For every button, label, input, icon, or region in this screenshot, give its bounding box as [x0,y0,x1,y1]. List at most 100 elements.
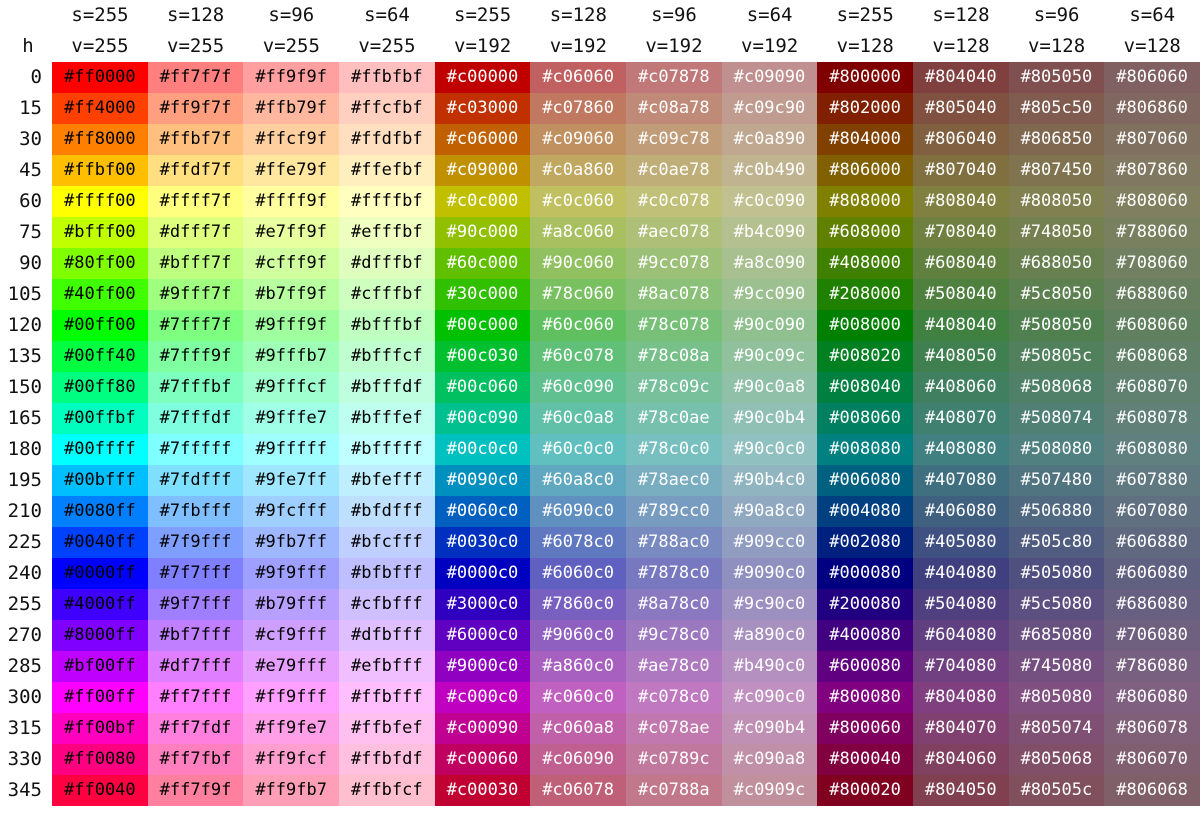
color-swatch: #9000c0 [434,651,531,682]
value-label: v=128 [1027,35,1086,57]
color-swatch: #40ff00 [52,279,148,310]
color-swatch: #50805c [1008,341,1105,372]
color-swatch: #807860 [1104,155,1200,186]
color-swatch: #ff0080 [52,744,148,775]
color-swatch: #408000 [817,248,913,279]
color-swatch: #0000ff [52,558,148,589]
color-swatch: #7860c0 [530,589,626,620]
color-swatch: #bfffdf [338,372,435,403]
hue-label: 315 [7,717,42,739]
color-swatch: #ff7fdf [147,713,244,744]
color-swatch: #508040 [912,279,1009,310]
color-swatch: #78c0ae [625,403,722,434]
color-swatch: #ff00ff [52,682,148,713]
color-swatch: #ff4000 [52,93,148,124]
color-swatch: #c00090 [434,713,531,744]
color-swatch: #ffcf9f [243,124,339,155]
color-swatch: #ffbfff [338,682,435,713]
color-swatch: #704080 [912,651,1009,682]
color-swatch: #ffff9f [243,186,339,217]
color-swatch: #7fdfff [147,465,244,496]
color-swatch: #90c090 [721,310,818,341]
color-swatch: #805040 [912,93,1009,124]
color-swatch: #805074 [1008,713,1105,744]
color-swatch: #cfbfff [338,589,435,620]
color-swatch: #800000 [817,62,913,93]
color-swatch: #ff0000 [52,62,148,93]
color-swatch: #407080 [912,465,1009,496]
color-swatch: #7fffbf [147,372,244,403]
color-row: #00ff40 #7fff9f #9fffb7 #bfffcf #00c030 #60c0… [52,341,1200,372]
color-swatch: #7fbfff [147,496,244,527]
color-swatch: #786080 [1104,651,1200,682]
color-swatch: #cfff9f [243,248,339,279]
color-swatch: #808040 [912,186,1009,217]
hue-label: 120 [7,314,42,336]
hue-label: 0 [30,66,42,88]
color-swatch: #ffbfbf [338,62,435,93]
color-row: #ffff00 #ffff7f #ffff9f #ffffbf #c0c000 #c0c0… [52,186,1200,217]
color-swatch: #002080 [817,527,913,558]
color-swatch: #ffcfbf [338,93,435,124]
hue-label: 15 [19,97,42,119]
color-row: #0040ff #7f9fff #9fb7ff #bfcfff #0030c0 #6078… [52,527,1200,558]
color-swatch: #008040 [817,372,913,403]
color-swatch: #9fffcf [243,372,339,403]
color-swatch: #c09c90 [721,93,818,124]
color-swatch: #bfffff [338,434,435,465]
color-swatch: #ffff00 [52,186,148,217]
color-swatch: #bfdfff [338,496,435,527]
color-grid: #ff0000 #ff7f7f #ff9f9f #ffbfbf #c00000 #c060… [52,62,1200,806]
color-swatch: #00ff80 [52,372,148,403]
color-swatch: #bfcfff [338,527,435,558]
color-swatch: #8ac078 [625,279,722,310]
color-swatch: #ffe79f [243,155,339,186]
color-swatch: #c08a78 [625,93,722,124]
color-swatch: #805080 [1008,682,1105,713]
h-axis-label: h [22,35,34,57]
color-swatch: #90c0b4 [721,403,818,434]
color-swatch: #dfff7f [147,217,244,248]
color-swatch: #604080 [912,620,1009,651]
color-swatch: #608070 [1104,372,1200,403]
hue-label: 285 [7,655,42,677]
color-swatch: #806040 [912,124,1009,155]
color-swatch: #607880 [1104,465,1200,496]
value-label: v=192 [454,35,512,57]
color-swatch: #804040 [912,62,1009,93]
color-swatch: #748050 [1008,217,1105,248]
color-swatch: #688060 [1104,279,1200,310]
color-swatch: #c0788a [625,775,722,806]
color-swatch: #9fe7ff [243,465,339,496]
color-swatch: #508074 [1008,403,1105,434]
color-swatch: #90c0a8 [721,372,818,403]
hue-label: 165 [7,407,42,429]
color-swatch: #a890c0 [721,620,818,651]
color-swatch: #dfffbf [338,248,435,279]
color-swatch: #c0789c [625,744,722,775]
color-swatch: #408040 [912,310,1009,341]
color-swatch: #cf9fff [243,620,339,651]
color-swatch: #c0ae78 [625,155,722,186]
color-swatch: #00ff00 [52,310,148,341]
color-swatch: #b4c090 [721,217,818,248]
color-swatch: #685080 [1008,620,1105,651]
color-swatch: #90b4c0 [721,465,818,496]
color-swatch: #78c060 [530,279,626,310]
color-swatch: #804080 [912,682,1009,713]
color-swatch: #508050 [1008,310,1105,341]
color-swatch: #ff9fb7 [243,775,339,806]
color-swatch: #bf00ff [52,651,148,682]
color-row: #00ff80 #7fffbf #9fffcf #bfffdf #00c060 #60c0… [52,372,1200,403]
color-swatch: #c060a8 [530,713,626,744]
color-swatch: #9fcfff [243,496,339,527]
color-row: #ff0080 #ff7fbf #ff9fcf #ffbfdf #c00060 #c060… [52,744,1200,775]
color-swatch: #608080 [1104,434,1200,465]
saturation-label: s=96 [651,4,697,26]
color-swatch: #708040 [912,217,1009,248]
color-swatch: #008060 [817,403,913,434]
color-swatch: #00bfff [52,465,148,496]
color-swatch: #507480 [1008,465,1105,496]
color-swatch: #c06000 [434,124,531,155]
color-swatch: #c0c000 [434,186,531,217]
